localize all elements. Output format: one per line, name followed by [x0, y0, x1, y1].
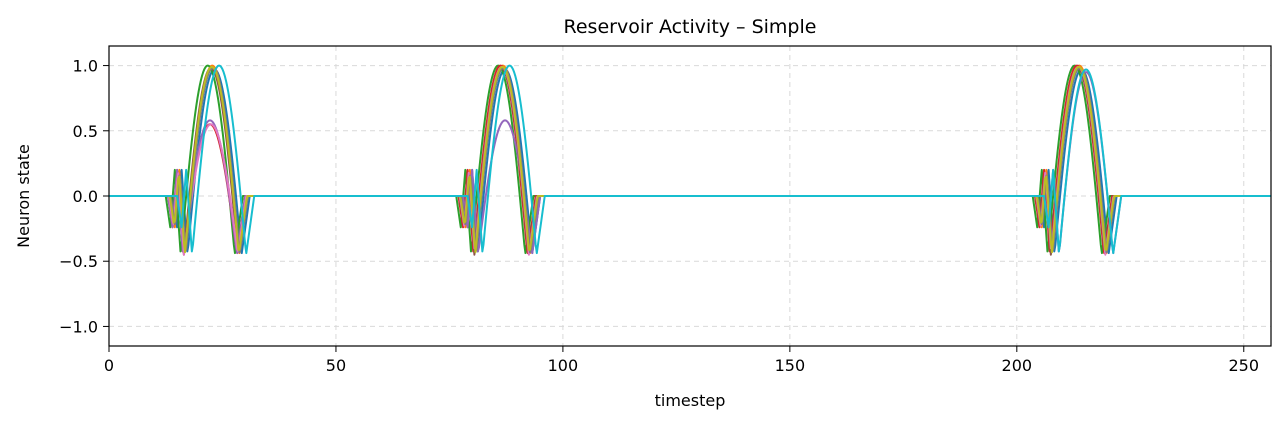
- axis-ticks: 0 50 100 150 200 250 1.0 0.5 0.0 −0.5 −1.0: [59, 57, 1259, 375]
- series-lines: [109, 64, 1271, 256]
- x-tick-label: 100: [548, 356, 579, 375]
- y-tick-label: 0.5: [73, 122, 98, 141]
- y-tick-label: −1.0: [59, 317, 98, 336]
- x-tick-label: 0: [104, 356, 114, 375]
- series-line-10: [109, 64, 1271, 255]
- x-tick-label: 200: [1002, 356, 1033, 375]
- x-axis-title: timestep: [655, 391, 726, 410]
- y-tick-label: −0.5: [59, 252, 98, 271]
- y-tick-label: 0.0: [73, 187, 98, 206]
- chart-title: Reservoir Activity – Simple: [564, 16, 817, 38]
- y-axis-title: Neuron state: [14, 144, 33, 248]
- x-tick-label: 250: [1228, 356, 1259, 375]
- y-tick-label: 1.0: [73, 57, 98, 76]
- x-tick-label: 50: [326, 356, 346, 375]
- x-tick-label: 150: [775, 356, 806, 375]
